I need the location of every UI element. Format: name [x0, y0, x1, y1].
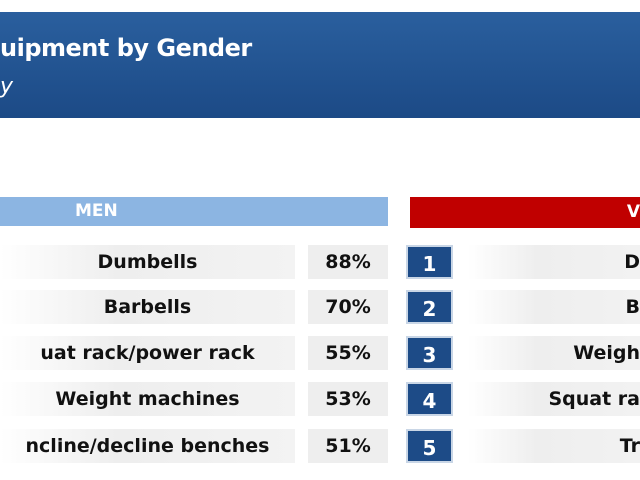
men-item: Weight machines [0, 382, 295, 416]
rank-badge: 5 [406, 429, 453, 463]
women-item: B [468, 290, 640, 324]
header-bar [0, 12, 640, 118]
women-item: Weigh [468, 336, 640, 370]
subtitle: y [0, 74, 14, 99]
men-item: Barbells [0, 290, 295, 324]
men-percent: 51% [308, 429, 388, 463]
men-percent: 88% [308, 245, 388, 279]
men-heading: MEN [0, 197, 388, 226]
rank-badge: 2 [406, 290, 453, 324]
men-item: Dumbells [0, 245, 295, 279]
men-item: ncline/decline benches [0, 429, 295, 463]
rank-badge: 3 [406, 336, 453, 370]
women-item: D [468, 245, 640, 279]
women-heading: V [410, 197, 640, 228]
women-item: Squat ra [468, 382, 640, 416]
rank-badge: 4 [406, 382, 453, 416]
rank-badge: 1 [406, 245, 453, 279]
title: uipment by Gender [0, 34, 252, 62]
women-item: Tr [468, 429, 640, 463]
men-item: uat rack/power rack [0, 336, 295, 370]
men-percent: 70% [308, 290, 388, 324]
men-percent: 53% [308, 382, 388, 416]
men-percent: 55% [308, 336, 388, 370]
